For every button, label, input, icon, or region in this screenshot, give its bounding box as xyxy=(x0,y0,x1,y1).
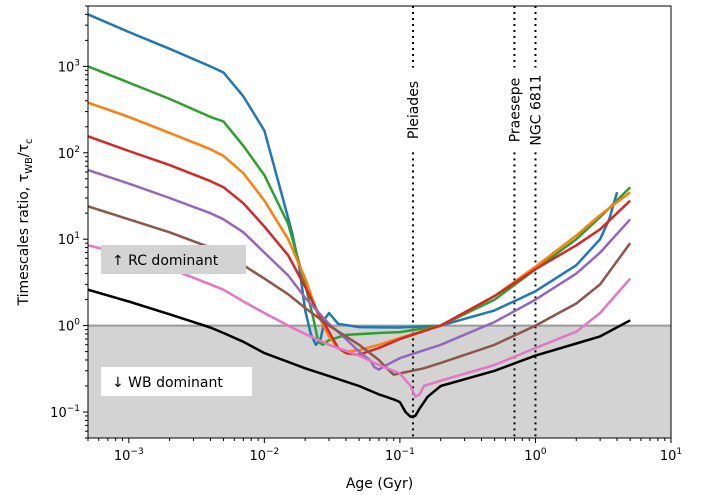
y-tick-label: 100 xyxy=(58,318,81,335)
y-axis-label: Timescales ratio, τWB/τc xyxy=(16,138,35,306)
rc-label-box: ↑ RC dominant xyxy=(101,245,246,274)
axes-frame xyxy=(87,5,672,439)
y-tick-label: 102 xyxy=(58,145,80,162)
x-tick-label: 10−2 xyxy=(249,447,279,464)
cluster-age-lines: Pleiades Praesepe NGC 6811 xyxy=(406,6,544,438)
x-tick-label: 10−3 xyxy=(114,447,144,464)
wb-dominant-label: ↓ WB dominant xyxy=(112,375,223,391)
y-tick-label: 101 xyxy=(58,231,80,248)
rc-dominant-label: ↑ RC dominant xyxy=(112,253,219,269)
x-tick-label: 10−1 xyxy=(385,447,415,464)
series-line-8 xyxy=(88,288,631,419)
series-line-1 xyxy=(88,13,619,347)
series-line-5 xyxy=(88,168,632,371)
series-line-2 xyxy=(88,65,632,347)
y-tick-label: 10−1 xyxy=(50,404,80,421)
x-axis-label: Age (Gyr) xyxy=(346,476,413,492)
wb-label-box: ↓ WB dominant xyxy=(101,367,252,396)
cluster-label: Praesepe xyxy=(507,78,523,143)
x-tick-label: 101 xyxy=(660,447,682,464)
series-line-4 xyxy=(88,135,632,356)
y-tick-label: 103 xyxy=(58,58,80,75)
cluster-label: NGC 6811 xyxy=(528,74,544,145)
series-line-7 xyxy=(88,244,632,399)
series-group xyxy=(88,13,632,419)
x-tick-label: 100 xyxy=(524,447,547,464)
y-axis-ticks: 10−1 100 101 102 103 xyxy=(50,5,88,439)
x-axis-ticks: 10−3 10−2 10−1 100 101 xyxy=(87,438,682,464)
cluster-label: Pleiades xyxy=(406,81,422,139)
